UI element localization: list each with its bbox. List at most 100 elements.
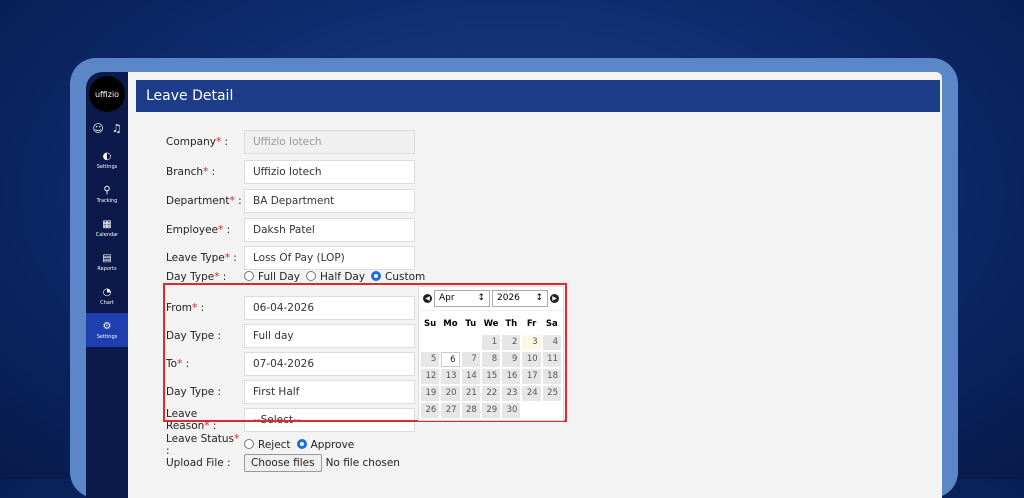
app-screen: uffizio ☺ ♫ ◐ Settings ⚲ Tracking ▦ Calendar ▤ R… [86, 72, 942, 498]
next-month-icon[interactable]: ▶ [550, 294, 559, 303]
weekday-header: Sa [545, 319, 558, 329]
calendar-day[interactable]: 6 [441, 352, 460, 367]
upload-label: Upload File : [166, 457, 231, 469]
calendar-day[interactable]: 26 [421, 403, 440, 418]
prev-month-icon[interactable]: ◀ [423, 294, 432, 303]
department-row: Department* : BA Department [166, 189, 415, 213]
leave_reason-label: Leave Reason* : [166, 408, 217, 432]
calendar-day[interactable]: 12 [421, 369, 440, 384]
chart-icon: ◔ [102, 286, 112, 298]
department-label: Department* : [166, 195, 242, 207]
highlight-box [163, 283, 567, 422]
calendar-icon: ▦ [102, 218, 112, 230]
calendar-day[interactable]: 19 [421, 386, 440, 401]
weekday-header: Th [505, 319, 518, 329]
calendar-day[interactable]: 30 [502, 403, 521, 418]
radio-icon[interactable] [306, 271, 317, 281]
calendar-day[interactable]: 25 [542, 386, 561, 401]
from-row: From* : 06-04-2026 [166, 296, 415, 320]
calendar-day[interactable]: 27 [441, 403, 460, 418]
to_day_type-label: Day Type : [166, 386, 222, 398]
radio-icon[interactable] [244, 439, 254, 449]
branch-label: Branch* : [166, 166, 216, 178]
sidebar-item-chart[interactable]: ◔ Chart [100, 286, 114, 306]
radio-icon[interactable] [296, 439, 307, 449]
branch-row: Branch* : Uffizio Iotech [166, 160, 415, 184]
day_type-row: Day Type* : Full Day Half Day Custom [166, 271, 431, 283]
reports-icon: ▤ [102, 252, 112, 264]
from-field[interactable]: 06-04-2026 [244, 296, 415, 320]
day_type-option-custom[interactable]: Custom [371, 271, 425, 283]
logo: uffizio [89, 76, 125, 112]
bell-icon[interactable]: ♫ [111, 122, 122, 135]
calendar-day[interactable]: 1 [481, 335, 501, 350]
month-select[interactable]: Apr ↕ [434, 290, 490, 307]
gauge-icon: ◐ [102, 150, 112, 162]
from_day_type-label: Day Type : [166, 330, 222, 342]
calendar-day[interactable]: 11 [542, 352, 561, 367]
tracking-icon: ⚲ [103, 184, 111, 196]
sidebar-item-settings[interactable]: ◐ Settings [96, 150, 118, 170]
calendar-day[interactable]: 22 [481, 386, 501, 401]
to-label: To* : [166, 358, 190, 370]
company-row: Company* : Uffizio Iotech [166, 130, 415, 154]
company-field: Uffizio Iotech [244, 130, 415, 154]
sidebar-item-tracking[interactable]: ⚲ Tracking [96, 184, 118, 204]
sidebar-item-calendar[interactable]: ▦ Calendar [95, 218, 119, 238]
day_type-label: Day Type* : [166, 271, 227, 283]
file-status: No file chosen [325, 457, 400, 469]
calendar-day[interactable]: 8 [481, 352, 501, 367]
radio-icon[interactable] [371, 271, 382, 281]
day_type-option-half-day[interactable]: Half Day [306, 271, 365, 283]
employee-label: Employee* : [166, 224, 231, 236]
calendar-day[interactable]: 18 [542, 369, 561, 384]
page-title: Leave Detail [136, 80, 940, 112]
to_day_type-field[interactable]: First Half [244, 380, 415, 404]
department-field[interactable]: BA Department [244, 189, 415, 213]
to-field[interactable]: 07-04-2026 [244, 352, 415, 376]
weekday-header: Su [424, 319, 437, 329]
calendar-day[interactable]: 2 [502, 335, 521, 350]
user-icon[interactable]: ☺ [92, 122, 104, 135]
calendar-day[interactable]: 17 [522, 369, 541, 384]
company-label: Company* : [166, 136, 229, 148]
gear-icon: ⚙ [102, 320, 112, 332]
day_type-option-full-day[interactable]: Full Day [244, 271, 300, 283]
radio-icon[interactable] [244, 271, 254, 281]
leave_type-field[interactable]: Loss Of Pay (LOP) [244, 246, 415, 270]
to_day_type-row: Day Type : First Half [166, 380, 415, 404]
calendar-day[interactable]: 4 [542, 335, 561, 350]
employee-field[interactable]: Daksh Patel [244, 218, 415, 242]
leave_status-row: Leave Status* : Reject Approve [166, 433, 360, 457]
calendar-day[interactable]: 9 [502, 352, 521, 367]
calendar-day[interactable]: 24 [522, 386, 541, 401]
sidebar-item-reports[interactable]: ▤ Reports [97, 252, 117, 272]
main-content: Leave Detail Company* : Uffizio Iotech Bra… [136, 80, 940, 498]
calendar-day[interactable]: 15 [481, 369, 501, 384]
device-frame: uffizio ☺ ♫ ◐ Settings ⚲ Tracking ▦ Calendar ▤ R… [70, 58, 958, 498]
leave_status-option-approve[interactable]: Approve [296, 439, 354, 451]
calendar-day[interactable]: 23 [502, 386, 521, 401]
calendar-day[interactable]: 5 [421, 352, 440, 367]
calendar-day[interactable]: 10 [522, 352, 541, 367]
calendar-day[interactable]: 13 [441, 369, 460, 384]
sidebar-item-settings[interactable]: ⚙ Settings [86, 313, 128, 347]
choose-files-button[interactable]: Choose files [244, 454, 322, 472]
calendar-day[interactable]: 29 [481, 403, 501, 418]
calendar-day[interactable]: 28 [461, 403, 480, 418]
year-select[interactable]: 2026 ↕ [492, 290, 548, 307]
weekday-header: Mo [443, 319, 458, 329]
leave_status-option-reject[interactable]: Reject [244, 439, 291, 451]
branch-field[interactable]: Uffizio Iotech [244, 160, 415, 184]
calendar-day[interactable]: 21 [461, 386, 480, 401]
calendar-day[interactable]: 16 [502, 369, 521, 384]
calendar-day[interactable]: 14 [461, 369, 480, 384]
calendar-day[interactable]: 7 [461, 352, 480, 367]
from_day_type-row: Day Type : Full day [166, 324, 415, 348]
calendar-day[interactable]: 3 [522, 335, 541, 350]
from_day_type-field[interactable]: Full day [244, 324, 415, 348]
calendar-day[interactable]: 20 [441, 386, 460, 401]
weekday-header: Fr [526, 319, 537, 329]
leave_status-label: Leave Status* : [166, 433, 240, 457]
datepicker: ◀ Apr ↕ 2026 ↕ ▶ Su Mo Tu We Th Fr Sa 1 2 3 4 5 6 7 8 9 10… [418, 286, 564, 421]
